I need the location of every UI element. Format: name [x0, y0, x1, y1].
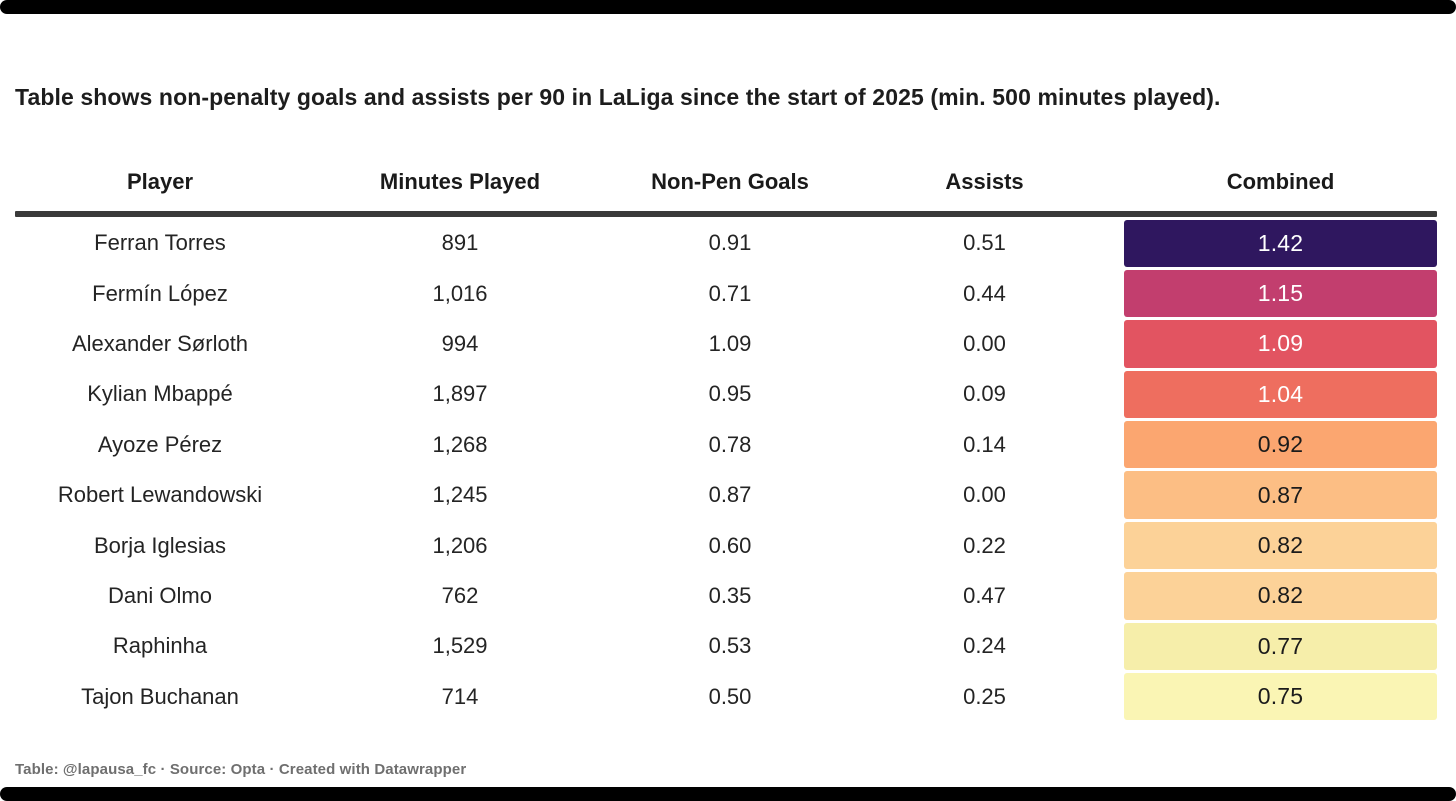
minutes-played-cell: 994 [441, 330, 479, 356]
header-divider-rule [15, 211, 1437, 217]
player-name-cell: Tajon Buchanan [81, 683, 239, 709]
combined-heat-cell: 0.92 [1124, 420, 1437, 470]
non-pen-goals-cell: 0.71 [708, 280, 752, 306]
minutes-played-cell: 1,206 [432, 532, 488, 558]
table-intro-text: Table shows non-penalty goals and assist… [15, 84, 1221, 110]
combined-value-pill: 0.75 [1124, 673, 1437, 721]
assists-cell: 0.25 [963, 683, 1006, 709]
player-name-cell: Ferran Torres [94, 230, 226, 256]
minutes-played-cell: 891 [441, 230, 479, 256]
column-header-player: Player [126, 169, 194, 194]
combined-value-pill: 0.92 [1124, 421, 1437, 469]
table-row: Ferran Torres 891 0.91 0.51 1.42 [15, 218, 1437, 268]
non-pen-goals-cell: 1.09 [708, 330, 752, 356]
table-row: Alexander Sørloth 994 1.09 0.00 1.09 [15, 319, 1437, 369]
combined-value-pill: 0.77 [1124, 622, 1437, 671]
non-pen-goals-cell: 0.91 [708, 230, 752, 256]
assists-cell: 0.47 [963, 582, 1006, 608]
combined-value-pill: 0.82 [1124, 521, 1437, 570]
table-row: Robert Lewandowski 1,245 0.87 0.00 0.87 [15, 470, 1437, 520]
table-header-row: Player Minutes Played Non-Pen Goals Assi… [15, 169, 1437, 195]
combined-heat-cell: 0.82 [1124, 571, 1437, 621]
combined-heat-cell: 1.42 [1124, 218, 1437, 268]
assists-cell: 0.44 [963, 280, 1006, 306]
column-header-combined: Combined [1226, 169, 1335, 194]
table-row: Kylian Mbappé 1,897 0.95 0.09 1.04 [15, 369, 1437, 419]
table-row: Borja Iglesias 1,206 0.60 0.22 0.82 [15, 520, 1437, 570]
player-name-cell: Fermín López [92, 280, 228, 306]
non-pen-goals-cell: 0.78 [708, 431, 752, 457]
player-name-cell: Borja Iglesias [93, 532, 227, 558]
assists-cell: 0.22 [963, 532, 1006, 558]
player-name-cell: Robert Lewandowski [57, 482, 263, 508]
table-row: Tajon Buchanan 714 0.50 0.25 0.75 [15, 672, 1437, 722]
combined-heat-cell: 1.09 [1124, 319, 1437, 369]
assists-cell: 0.09 [963, 381, 1006, 407]
column-header-non-pen-goals: Non-Pen Goals [651, 169, 809, 194]
combined-heat-cell: 1.04 [1124, 369, 1437, 419]
player-name-cell: Ayoze Pérez [97, 431, 223, 457]
minutes-played-cell: 1,245 [432, 482, 488, 508]
non-pen-goals-cell: 0.35 [708, 582, 752, 608]
table-row: Raphinha 1,529 0.53 0.24 0.77 [15, 621, 1437, 671]
assists-cell: 0.00 [963, 330, 1006, 356]
combined-heat-cell: 0.82 [1124, 520, 1437, 570]
minutes-played-cell: 1,016 [432, 280, 488, 306]
minutes-played-cell: 1,897 [432, 381, 488, 407]
combined-value-pill: 0.87 [1124, 471, 1437, 519]
non-pen-goals-cell: 0.60 [708, 532, 752, 558]
combined-value-pill: 1.04 [1124, 370, 1437, 419]
assists-cell: 0.51 [963, 230, 1006, 256]
combined-value-pill: 1.42 [1124, 219, 1437, 267]
table-body: Ferran Torres 891 0.91 0.51 1.42 Fermín … [15, 218, 1437, 722]
player-name-cell: Kylian Mbappé [87, 381, 233, 407]
combined-heat-cell: 0.75 [1124, 672, 1437, 722]
combined-value-pill: 0.82 [1124, 572, 1437, 620]
assists-cell: 0.24 [963, 633, 1006, 659]
combined-heat-cell: 1.15 [1124, 268, 1437, 318]
player-name-cell: Raphinha [112, 633, 208, 659]
non-pen-goals-cell: 0.87 [708, 482, 752, 508]
table-row: Ayoze Pérez 1,268 0.78 0.14 0.92 [15, 420, 1437, 470]
minutes-played-cell: 1,529 [432, 633, 488, 659]
minutes-played-cell: 1,268 [432, 431, 488, 457]
non-pen-goals-cell: 0.50 [708, 683, 752, 709]
assists-cell: 0.14 [963, 431, 1006, 457]
non-pen-goals-cell: 0.95 [708, 381, 752, 407]
attribution-footer: Table: @lapausa_fc · Source: Opta · Crea… [15, 761, 467, 778]
combined-heat-cell: 0.87 [1124, 470, 1437, 520]
bottom-border-bar [0, 787, 1456, 801]
combined-heat-cell: 0.77 [1124, 621, 1437, 671]
column-header-assists: Assists [945, 169, 1024, 194]
non-pen-goals-cell: 0.53 [708, 633, 752, 659]
combined-value-pill: 1.15 [1124, 269, 1437, 318]
table-row: Fermín López 1,016 0.71 0.44 1.15 [15, 268, 1437, 318]
top-border-bar [0, 0, 1456, 14]
minutes-played-cell: 714 [441, 683, 479, 709]
player-name-cell: Dani Olmo [108, 582, 212, 608]
column-header-minutes-played: Minutes Played [379, 169, 541, 194]
assists-cell: 0.00 [963, 482, 1006, 508]
combined-value-pill: 1.09 [1124, 320, 1437, 368]
table-row: Dani Olmo 762 0.35 0.47 0.82 [15, 571, 1437, 621]
player-name-cell: Alexander Sørloth [71, 330, 249, 356]
minutes-played-cell: 762 [441, 582, 479, 608]
